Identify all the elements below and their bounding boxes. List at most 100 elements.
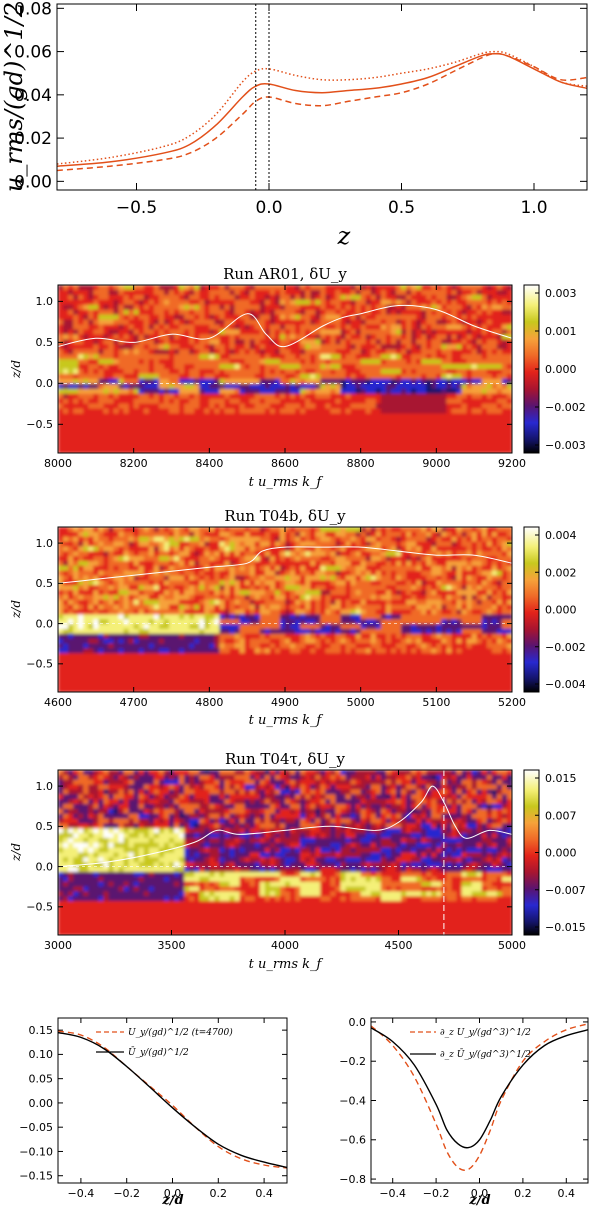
heatmap-cell — [229, 369, 236, 375]
heatmap-cell — [295, 359, 301, 365]
heatmap-cell — [486, 393, 493, 400]
heatmap-cell — [401, 329, 407, 336]
heatmap-cell — [441, 448, 448, 453]
heatmap-cell — [189, 541, 195, 548]
heatmap-cell — [219, 570, 226, 577]
heatmap-cell — [189, 378, 195, 385]
heatmap-cell — [441, 393, 448, 400]
heatmap-cell — [184, 599, 190, 606]
heatmap-cell — [335, 289, 342, 296]
heatmap-cell — [249, 536, 256, 543]
ar01-ylabel: z/d — [9, 360, 23, 379]
heatmap-cell — [143, 393, 150, 400]
heatmap-cell — [431, 585, 437, 591]
heatmap-cell — [174, 580, 180, 586]
heatmap-cell — [103, 438, 110, 444]
heatmap-cell — [189, 609, 195, 615]
heatmap-cell — [486, 354, 493, 360]
heatmap-cell — [234, 428, 241, 434]
heatmap-cell — [189, 329, 195, 336]
heatmap-cell — [330, 448, 337, 453]
heatmap-cell — [234, 570, 241, 577]
heatmap-cell — [325, 423, 331, 429]
heatmap-cell — [456, 334, 463, 340]
heatmap-cell — [224, 580, 231, 586]
heatmap-cell — [219, 294, 226, 301]
heatmap-cell — [421, 364, 427, 370]
heatmap-cell — [133, 359, 140, 365]
heatmap-cell — [315, 556, 321, 562]
heatmap-cell — [93, 594, 99, 601]
series-line-dashed — [57, 52, 587, 172]
heatmap-cell — [426, 359, 432, 365]
heatmap-cell — [285, 403, 291, 410]
heatmap-cell — [88, 398, 94, 405]
heatmap-cell — [209, 403, 215, 410]
heatmap-cell — [138, 294, 145, 301]
heatmap-cell — [411, 570, 417, 577]
heatmap-cell — [219, 433, 226, 439]
heatmap-cell — [431, 599, 437, 606]
heatmap-cell — [350, 334, 357, 340]
heatmap-cell — [199, 556, 205, 562]
heatmap-cell — [305, 418, 311, 424]
heatmap-cell — [496, 541, 503, 548]
heatmap-cell — [88, 585, 94, 591]
heatmap-cell — [446, 614, 453, 620]
heatmap-cell — [189, 359, 195, 365]
heatmap-cell — [98, 413, 104, 420]
heatmap-cell — [365, 285, 372, 291]
heatmap-cell — [78, 369, 84, 375]
heatmap-cell — [163, 541, 170, 548]
heatmap-cell — [300, 423, 306, 429]
heatmap-cell — [179, 324, 185, 331]
heatmap-cell — [305, 319, 311, 326]
heatmap-cell — [290, 359, 296, 365]
heatmap-cell — [133, 609, 140, 615]
heatmap-cell — [234, 565, 241, 572]
heatmap-cell — [416, 585, 422, 591]
heatmap-cell — [254, 398, 261, 405]
heatmap-cell — [83, 364, 89, 370]
heatmap-cell — [486, 580, 493, 586]
heatmap-cell — [83, 304, 89, 311]
heatmap-cell — [153, 604, 160, 611]
heatmap-cell — [189, 299, 195, 306]
heatmap-cell — [320, 388, 326, 395]
heatmap-cell — [390, 354, 397, 360]
heatmap-cell — [108, 314, 115, 321]
heatmap-cell — [58, 590, 64, 596]
heatmap-cell — [78, 423, 84, 429]
heatmap-cell — [123, 294, 130, 301]
heatmap-cell — [481, 398, 488, 405]
heatmap-cell — [249, 570, 256, 577]
heatmap-cell — [179, 344, 185, 350]
heatmap-cell — [436, 373, 442, 380]
heatmap-cell — [199, 344, 205, 350]
heatmap-cell — [179, 580, 185, 586]
heatmap-cell — [315, 309, 321, 316]
heatmap-cell — [184, 344, 190, 350]
heatmap-cell — [274, 344, 281, 350]
heatmap-cell — [305, 541, 311, 548]
heatmap-cell — [118, 373, 125, 380]
heatmap-cell — [184, 294, 190, 301]
heatmap-cell — [416, 614, 422, 620]
heatmap-cell — [320, 599, 326, 606]
heatmap-cell — [380, 527, 387, 533]
heatmap-cell — [506, 536, 512, 543]
heatmap-cell — [330, 364, 337, 370]
heatmap-cell — [249, 541, 256, 548]
heatmap-cell — [310, 594, 316, 601]
heatmap-cell — [411, 329, 417, 336]
heatmap-cell — [355, 448, 362, 453]
heatmap-cell — [254, 349, 261, 355]
heatmap-cell — [385, 294, 392, 301]
heatmap-cell — [421, 304, 427, 311]
heatmap-cell — [224, 339, 231, 345]
heatmap-cell — [295, 334, 301, 340]
heatmap-cell — [224, 565, 231, 572]
heatmap-cell — [461, 438, 468, 444]
heatmap-cell — [350, 551, 357, 557]
heatmap-cell — [330, 398, 337, 405]
